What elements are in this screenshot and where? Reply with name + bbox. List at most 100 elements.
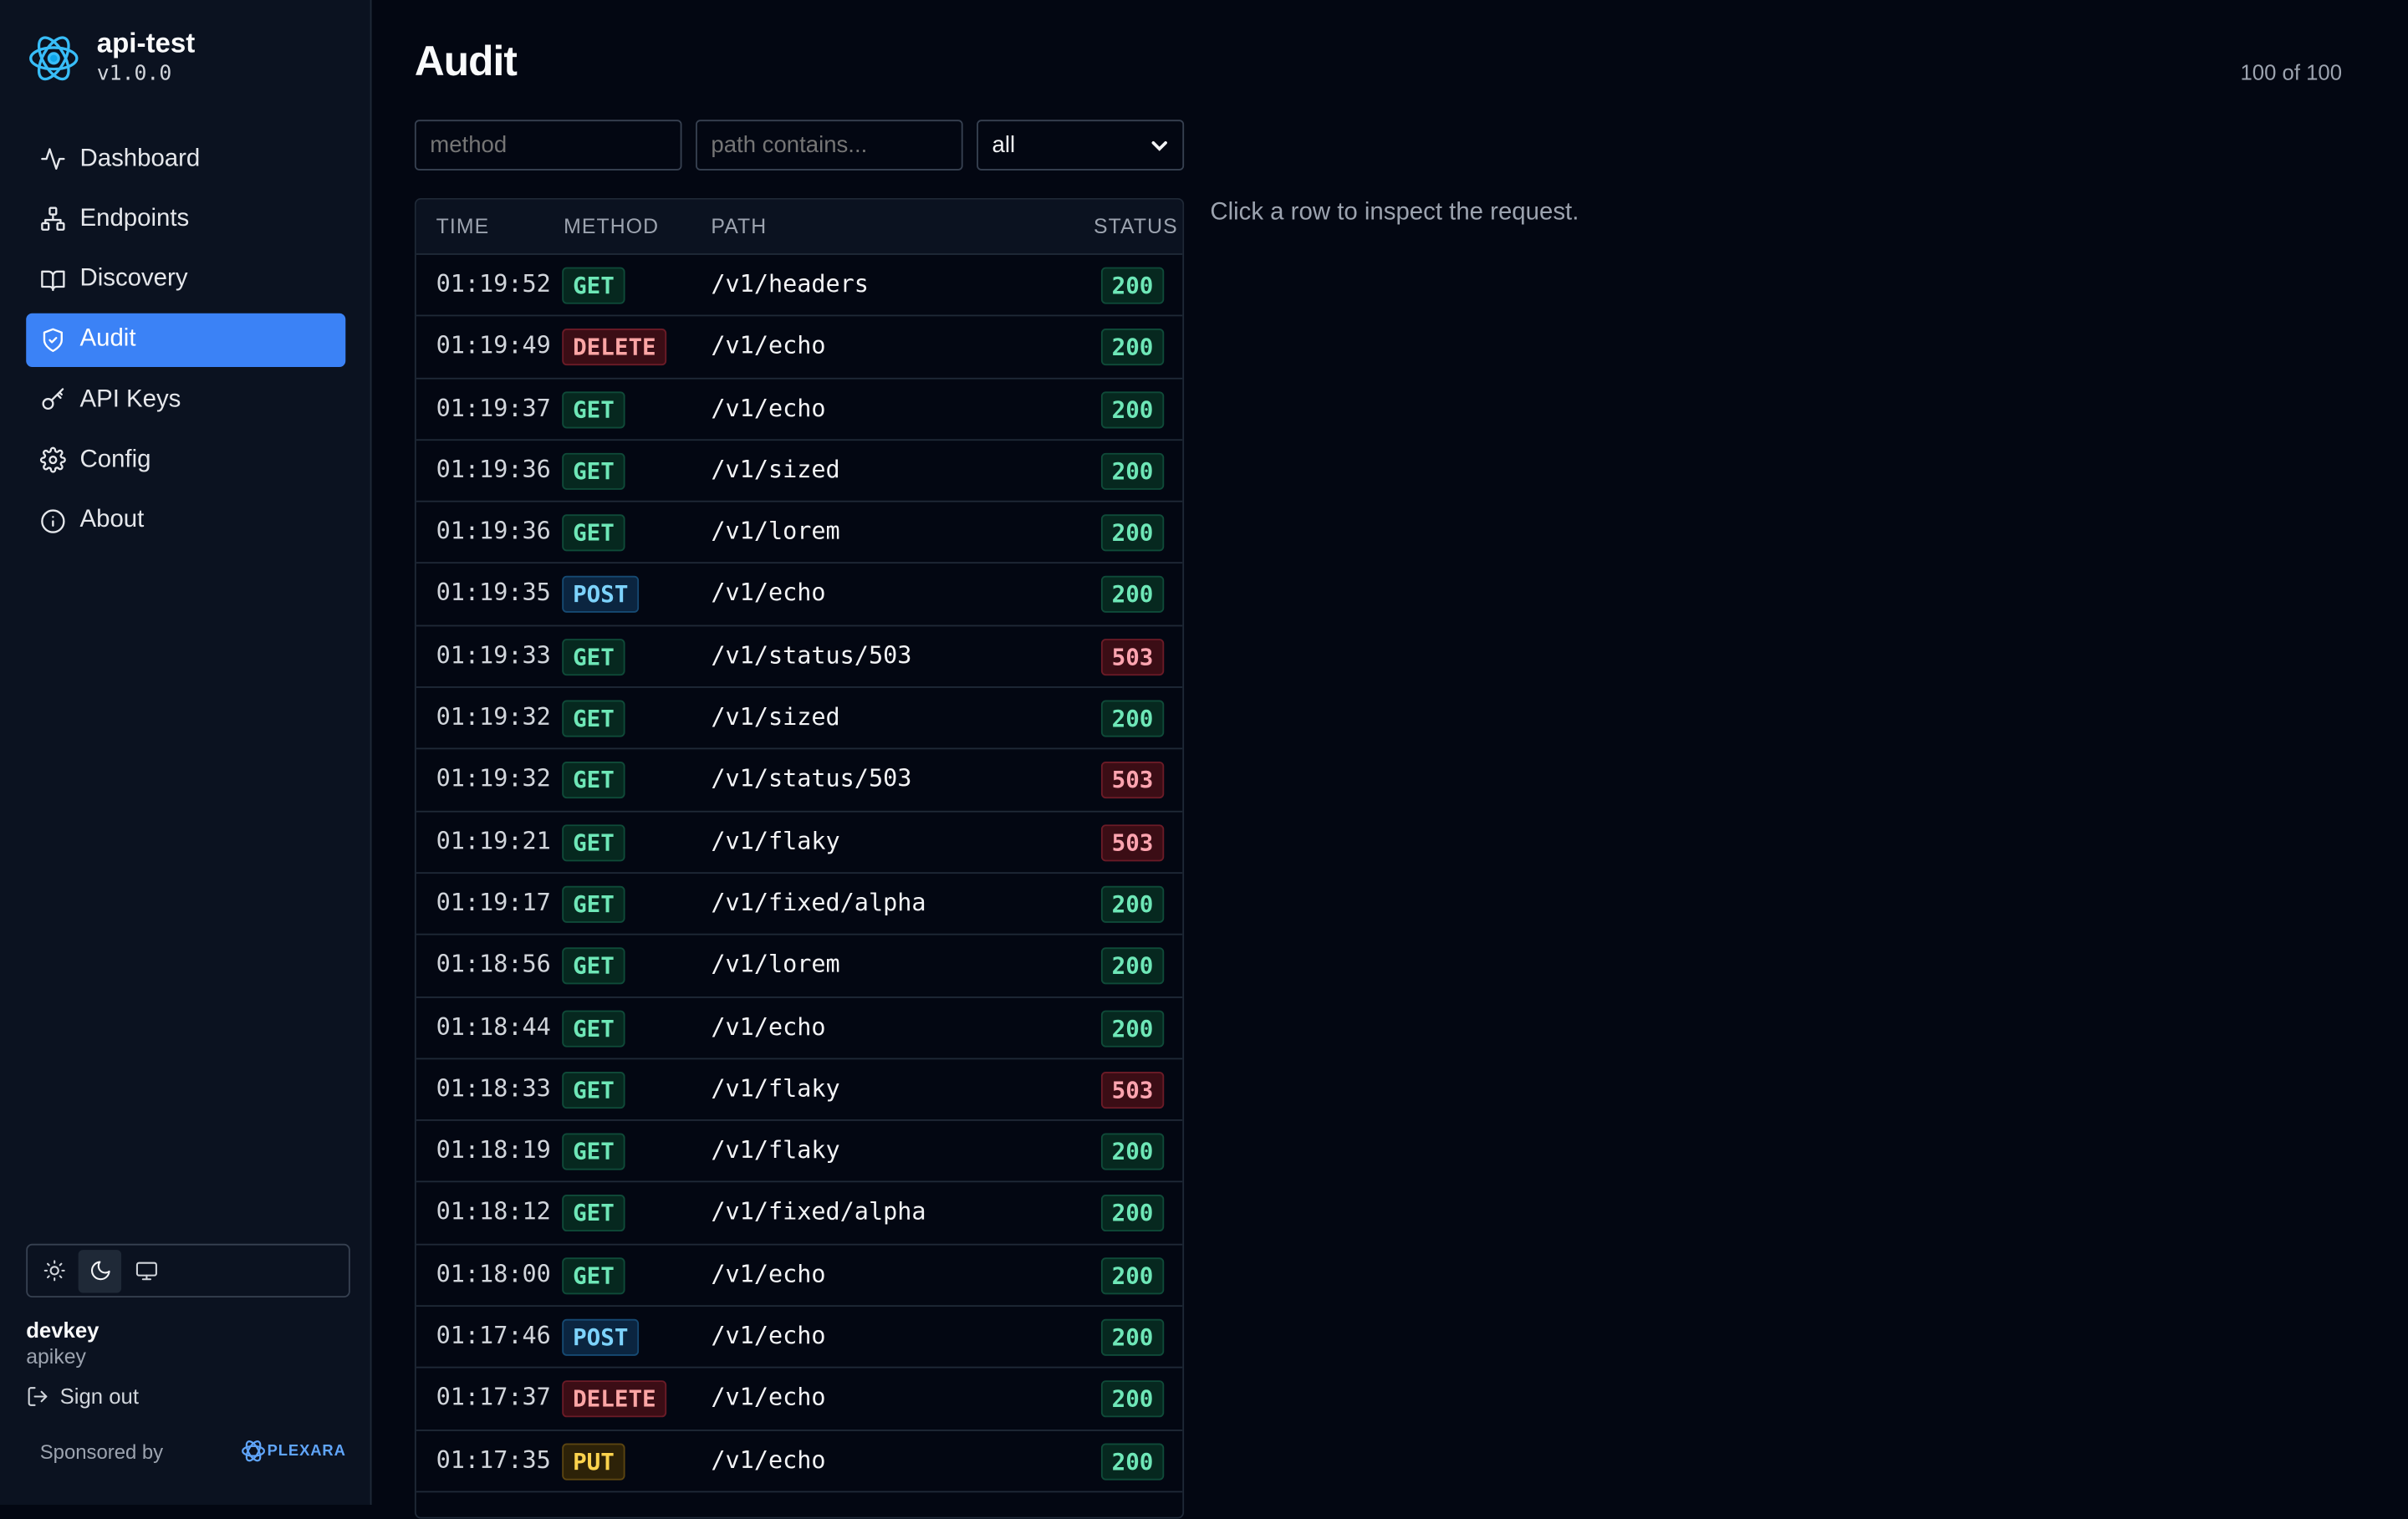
logo-icon xyxy=(29,35,79,80)
status-badge: 200 xyxy=(1100,1195,1165,1232)
request-time: 01:17:46 xyxy=(436,1322,551,1350)
path-filter-input[interactable] xyxy=(696,120,963,171)
request-time: 01:17:35 xyxy=(436,1445,551,1474)
request-time: 01:19:49 xyxy=(436,332,551,360)
status-filter-value: all xyxy=(992,131,1016,159)
activity-icon xyxy=(41,148,65,170)
sign-out-label: Sign out xyxy=(59,1383,139,1409)
request-time: 01:19:21 xyxy=(436,827,551,855)
user-info: devkey apikey xyxy=(26,1318,99,1369)
sidebar-item-label: Dashboard xyxy=(79,145,201,171)
theme-system-button[interactable] xyxy=(125,1249,167,1292)
method-badge: GET xyxy=(562,390,625,428)
key-icon xyxy=(42,388,64,410)
brand[interactable]: api-test v1.0.0 xyxy=(28,28,195,88)
sidebar-item-label: API Keys xyxy=(79,386,181,413)
audit-table: TIME METHOD PATH STATUS 01:19:52 GET/v1/h… xyxy=(414,197,1185,1519)
request-time: 01:18:00 xyxy=(436,1260,551,1288)
table-row[interactable]: 01:19:35 POST/v1/echo 200 xyxy=(416,564,1183,626)
table-row[interactable]: 01:18:19 GET/v1/flaky 200 xyxy=(416,1121,1183,1184)
sidebar: api-test v1.0.0 Dashboard Endpoints Disc… xyxy=(0,0,372,1505)
method-badge: PUT xyxy=(562,1442,625,1480)
theme-dark-button[interactable] xyxy=(78,1249,122,1292)
main-content: Audit 100 of 100 all TIME METHOD PATH ST… xyxy=(373,0,2408,1519)
request-path: /v1/flaky xyxy=(711,1074,840,1103)
column-header-time[interactable]: TIME xyxy=(436,215,490,238)
table-row[interactable]: 01:19:52 GET/v1/headers 200 xyxy=(416,255,1183,317)
column-header-status[interactable]: STATUS xyxy=(1094,215,1178,238)
status-badge: 200 xyxy=(1100,390,1165,428)
table-row[interactable]: 01:17:46 POST/v1/echo 200 xyxy=(416,1307,1183,1369)
sidebar-item-api-keys[interactable]: API Keys xyxy=(26,374,345,427)
table-row[interactable]: 01:18:00 GET/v1/echo 200 xyxy=(416,1245,1183,1307)
app-version: v1.0.0 xyxy=(96,61,172,86)
sidebar-item-label: Discovery xyxy=(79,265,188,293)
sponsor-brand: PLEXARA xyxy=(267,1442,346,1460)
request-time: 01:19:37 xyxy=(436,394,551,422)
request-path: /v1/fixed/alpha xyxy=(711,1198,926,1226)
sidebar-item-discovery[interactable]: Discovery xyxy=(26,252,345,306)
request-path: /v1/lorem xyxy=(711,517,840,546)
request-time: 01:19:52 xyxy=(436,270,551,298)
table-row[interactable]: 01:18:12 GET/v1/fixed/alpha 200 xyxy=(416,1183,1183,1246)
sponsor-label: Sponsored by xyxy=(39,1440,164,1464)
request-path: /v1/echo xyxy=(711,579,826,608)
request-path: /v1/flaky xyxy=(711,827,840,855)
method-badge: GET xyxy=(562,823,625,861)
table-row[interactable]: 01:19:37 GET/v1/echo 200 xyxy=(416,379,1183,441)
request-path: /v1/sized xyxy=(711,703,840,731)
method-filter-input[interactable] xyxy=(414,120,682,171)
request-path: /v1/flaky xyxy=(711,1136,840,1165)
request-time: 01:19:35 xyxy=(436,579,551,608)
request-time: 01:18:44 xyxy=(436,1012,551,1041)
request-time: 01:19:33 xyxy=(436,641,551,670)
sidebar-item-endpoints[interactable]: Endpoints xyxy=(26,192,345,246)
table-header: TIME METHOD PATH STATUS xyxy=(416,199,1183,255)
sidebar-item-dashboard[interactable]: Dashboard xyxy=(26,132,345,186)
status-badge: 200 xyxy=(1100,576,1165,614)
request-time: 01:18:12 xyxy=(436,1198,551,1226)
log-out-icon xyxy=(28,1386,48,1405)
method-badge: GET xyxy=(562,267,625,304)
sidebar-item-audit[interactable]: Audit xyxy=(26,313,346,367)
chevron-down-icon xyxy=(1151,140,1167,150)
book-icon xyxy=(41,269,65,291)
status-badge: 503 xyxy=(1100,762,1165,799)
table-row[interactable]: 01:19:32 GET/v1/status/503 503 xyxy=(416,750,1183,813)
status-badge: 200 xyxy=(1100,947,1165,985)
request-time: 01:18:56 xyxy=(436,951,551,979)
status-badge: 200 xyxy=(1100,267,1165,304)
shield-icon xyxy=(43,328,63,352)
request-time: 01:19:17 xyxy=(436,889,551,917)
request-path: /v1/fixed/alpha xyxy=(711,889,926,917)
status-filter-select[interactable]: all xyxy=(977,120,1185,171)
table-row[interactable]: 01:19:36 GET/v1/lorem 200 xyxy=(416,502,1183,564)
table-row[interactable]: 01:17:35 PUT/v1/echo 200 xyxy=(416,1430,1183,1493)
table-row[interactable]: 01:18:33 GET/v1/flaky 503 xyxy=(416,1059,1183,1122)
table-row[interactable]: 01:18:56 GET/v1/lorem 200 xyxy=(416,935,1183,998)
sponsor-logo[interactable]: PLEXARA xyxy=(241,1439,345,1463)
theme-light-button[interactable] xyxy=(33,1249,75,1292)
table-row[interactable]: 01:19:17 GET/v1/fixed/alpha 200 xyxy=(416,874,1183,936)
sidebar-item-about[interactable]: About xyxy=(26,494,345,548)
user-name: devkey xyxy=(26,1317,99,1343)
sun-icon xyxy=(43,1260,64,1282)
table-row[interactable]: 01:18:44 GET/v1/echo 200 xyxy=(416,997,1183,1060)
table-row[interactable]: 01:19:36 GET/v1/sized 200 xyxy=(416,441,1183,502)
sidebar-item-config[interactable]: Config xyxy=(26,434,345,487)
table-row[interactable]: 01:17:37 DELETE/v1/echo 200 xyxy=(416,1369,1183,1431)
table-row[interactable]: 01:19:21 GET/v1/flaky 503 xyxy=(416,812,1183,874)
sidebar-item-label: About xyxy=(79,507,145,533)
table-row[interactable]: 01:19:33 GET/v1/status/503 503 xyxy=(416,626,1183,688)
status-badge: 200 xyxy=(1100,1009,1165,1047)
method-badge: DELETE xyxy=(562,329,667,366)
monitor-icon xyxy=(135,1262,157,1281)
sidebar-item-label: Config xyxy=(79,446,151,473)
sign-out-button[interactable]: Sign out xyxy=(26,1384,139,1408)
table-row[interactable]: 01:19:32 GET/v1/sized 200 xyxy=(416,688,1183,751)
sponsor-logo-icon xyxy=(242,1440,266,1462)
column-header-method[interactable]: METHOD xyxy=(564,215,660,238)
column-header-path[interactable]: PATH xyxy=(711,215,768,238)
table-row[interactable]: 01:19:49 DELETE/v1/echo 200 xyxy=(416,317,1183,379)
sidebar-item-label: Audit xyxy=(79,326,136,353)
